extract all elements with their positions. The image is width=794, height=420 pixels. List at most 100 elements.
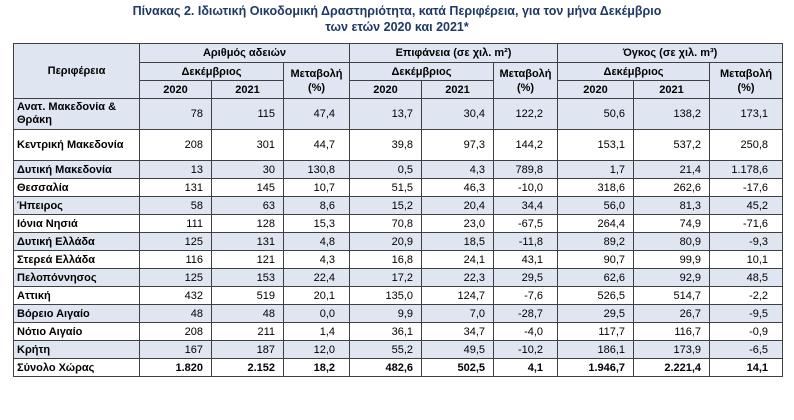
cell-p21: 2.152: [211, 358, 284, 377]
header-december-area: Δεκέμβριος: [349, 62, 494, 81]
cell-v21: 514,7: [633, 286, 711, 305]
cell-p20: 48: [139, 304, 212, 323]
table-row: Πελοπόννησος 125 153 22,4 17,2 22,3 29,5 62,6 92…: [13, 268, 784, 287]
region-name: Ήπειρος: [13, 196, 140, 215]
cell-a21: 49,5: [421, 340, 494, 359]
cell-a21: 23,0: [421, 214, 494, 233]
table-row: Κεντρική Μακεδονία 208 301 44,7 39,8 97,3 144,…: [13, 129, 784, 161]
cell-ac: -4,0: [492, 322, 559, 341]
caption-line-2: των ετών 2020 και 2021*: [325, 20, 469, 34]
header-year-2020-area: 2020: [349, 80, 422, 99]
cell-p20: 125: [139, 232, 212, 251]
cell-p20: 111: [139, 214, 212, 233]
header-change-permits: Μεταβολή (%): [283, 62, 350, 99]
cell-v20: 1.946,7: [557, 358, 635, 377]
region-name: Δυτική Μακεδονία: [13, 160, 140, 179]
header-year-2020-volume: 2020: [557, 80, 635, 99]
cell-v21: 81,3: [633, 196, 711, 215]
header-december-permits: Δεκέμβριος: [139, 62, 284, 81]
table-row: Δυτική Μακεδονία 13 30 130,8 0,5 4,3 789,8 1,7 2…: [13, 160, 784, 179]
cell-p21: 145: [211, 178, 284, 197]
cell-vc: -9,3: [709, 232, 784, 251]
cell-v21: 92,9: [633, 268, 711, 287]
cell-p21: 301: [211, 129, 284, 161]
header-group-permits: Αριθμός αδειών: [139, 43, 350, 63]
header-december-volume: Δεκέμβριος: [557, 62, 711, 81]
cell-ac: -10,2: [492, 340, 559, 359]
cell-a21: 4,3: [421, 160, 494, 179]
cell-vc: 173,1: [709, 98, 784, 130]
cell-v20: 62,6: [557, 268, 635, 287]
cell-a21: 22,3: [421, 268, 494, 287]
table-row: Κρήτη 167 187 12,0 55,2 49,5 -10,2 186,1 173,9 -6…: [13, 340, 784, 359]
total-row: Σύνολο Χώρας 1.820 2.152 18,2 482,6 502,5 4,1 1…: [13, 358, 784, 377]
header-group-volume: Όγκος (σε χιλ. m³): [557, 43, 784, 63]
cell-v21: 116,7: [633, 322, 711, 341]
cell-v20: 117,7: [557, 322, 635, 341]
cell-p20: 58: [139, 196, 212, 215]
cell-pc: 12,0: [283, 340, 350, 359]
cell-pc: 47,4: [283, 98, 350, 130]
cell-vc: 250,8: [709, 129, 784, 161]
cell-ac: -7,6: [492, 286, 559, 305]
cell-v20: 318,6: [557, 178, 635, 197]
cell-v21: 173,9: [633, 340, 711, 359]
cell-pc: 4,8: [283, 232, 350, 251]
region-name: Ιόνια Νησιά: [13, 214, 140, 233]
cell-pc: 1,4: [283, 322, 350, 341]
cell-a21: 24,1: [421, 250, 494, 269]
region-name: Βόρειο Αιγαίο: [13, 304, 140, 323]
cell-a20: 13,7: [349, 98, 422, 130]
cell-a21: 18,5: [421, 232, 494, 251]
cell-p21: 187: [211, 340, 284, 359]
header-year-2020-permits: 2020: [139, 80, 212, 99]
cell-ac: 144,2: [492, 129, 559, 161]
cell-v21: 80,9: [633, 232, 711, 251]
cell-pc: 4,3: [283, 250, 350, 269]
cell-pc: 130,8: [283, 160, 350, 179]
table-row: Νότιο Αιγαίο 208 211 1,4 36,1 34,7 -4,0 117,7 11…: [13, 322, 784, 341]
cell-v21: 99,9: [633, 250, 711, 269]
cell-pc: 8,6: [283, 196, 350, 215]
cell-a21: 20,4: [421, 196, 494, 215]
cell-a20: 36,1: [349, 322, 422, 341]
cell-p21: 211: [211, 322, 284, 341]
cell-v21: 74,9: [633, 214, 711, 233]
cell-a21: 34,7: [421, 322, 494, 341]
cell-ac: 34,4: [492, 196, 559, 215]
cell-vc: 45,2: [709, 196, 784, 215]
cell-a20: 0,5: [349, 160, 422, 179]
cell-v20: 50,6: [557, 98, 635, 130]
region-name: Πελοπόννησος: [13, 268, 140, 287]
cell-v20: 186,1: [557, 340, 635, 359]
cell-v20: 89,2: [557, 232, 635, 251]
cell-a21: 124,7: [421, 286, 494, 305]
cell-vc: 48,5: [709, 268, 784, 287]
cell-v20: 29,5: [557, 304, 635, 323]
cell-ac: 789,8: [492, 160, 559, 179]
cell-a20: 51,5: [349, 178, 422, 197]
cell-v20: 90,7: [557, 250, 635, 269]
cell-ac: -28,7: [492, 304, 559, 323]
cell-p20: 13: [139, 160, 212, 179]
table-caption: Πίνακας 2. Ιδιωτική Οικοδομική Δραστηριό…: [0, 0, 794, 34]
table-row: Ιόνια Νησιά 111 128 15,3 70,8 23,0 -67,5 264,4 7…: [13, 214, 784, 233]
cell-ac: 29,5: [492, 268, 559, 287]
table-row: Δυτική Ελλάδα 125 131 4,8 20,9 18,5 -11,8 89,2 8…: [13, 232, 784, 251]
cell-p20: 125: [139, 268, 212, 287]
table-row: Βόρειο Αιγαίο 48 48 0,0 9,9 7,0 -28,7 29,5 26,7-…: [13, 304, 784, 323]
cell-a20: 20,9: [349, 232, 422, 251]
cell-pc: 22,4: [283, 268, 350, 287]
cell-p20: 167: [139, 340, 212, 359]
cell-vc: 14,1: [709, 358, 784, 377]
cell-vc: 1.178,6: [709, 160, 784, 179]
cell-a21: 46,3: [421, 178, 494, 197]
region-name: Σύνολο Χώρας: [13, 358, 140, 377]
cell-a20: 15,2: [349, 196, 422, 215]
cell-pc: 44,7: [283, 129, 350, 161]
cell-vc: -6,5: [709, 340, 784, 359]
cell-v20: 264,4: [557, 214, 635, 233]
cell-a20: 482,6: [349, 358, 422, 377]
cell-vc: -0,9: [709, 322, 784, 341]
cell-p20: 432: [139, 286, 212, 305]
